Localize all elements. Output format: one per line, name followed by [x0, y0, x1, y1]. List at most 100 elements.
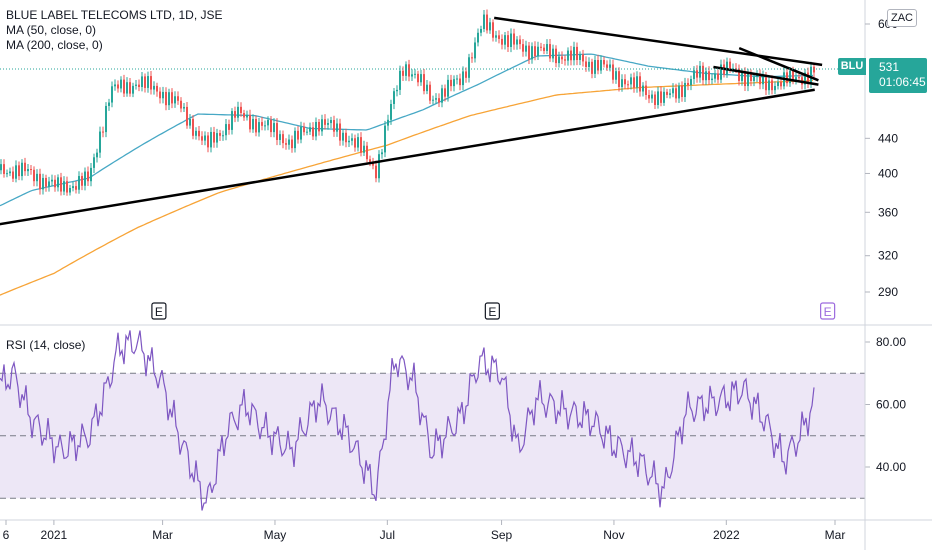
candle: [717, 69, 719, 84]
candle-body: [498, 35, 500, 39]
candle: [12, 166, 14, 183]
candle: [18, 161, 20, 181]
earnings-marker[interactable]: E: [820, 302, 836, 320]
candle-body: [174, 96, 176, 104]
candle: [435, 93, 437, 104]
candle-body: [339, 123, 341, 141]
candle: [363, 140, 365, 157]
candle: [618, 67, 620, 92]
candle-body: [720, 64, 722, 80]
candle: [75, 181, 77, 194]
candle-body: [771, 80, 773, 91]
candle-body: [714, 73, 716, 79]
candle-body: [576, 46, 578, 60]
candle: [381, 148, 383, 159]
candle-body: [45, 177, 47, 187]
candle: [54, 175, 56, 192]
candle: [651, 90, 653, 103]
candle-body: [384, 125, 386, 153]
candle-body: [372, 162, 374, 166]
candle-body: [180, 100, 182, 109]
candle-body: [198, 130, 200, 137]
candle: [15, 160, 17, 183]
candle-body: [348, 140, 350, 143]
candle: [396, 85, 398, 97]
time-tick-label: 6: [3, 528, 10, 542]
candle: [510, 28, 512, 53]
candle-body: [531, 46, 533, 60]
candle-body: [765, 75, 767, 91]
candle-body: [6, 173, 8, 175]
candle: [768, 76, 770, 95]
candle-body: [387, 119, 389, 126]
candle-body: [564, 59, 566, 61]
candle: [624, 74, 626, 90]
candle-body: [660, 91, 662, 103]
candle-body: [762, 75, 764, 85]
time-tick-label: Sep: [491, 528, 513, 542]
time-tick-label: Mar: [825, 528, 846, 542]
earnings-marker[interactable]: E: [151, 302, 167, 320]
candle: [108, 98, 110, 111]
candle: [450, 74, 452, 92]
candle-body: [228, 124, 230, 130]
candle: [306, 128, 308, 136]
candle: [543, 43, 545, 55]
candle-body: [711, 78, 713, 81]
candle: [39, 168, 41, 195]
candle: [813, 62, 815, 78]
candle: [657, 86, 659, 109]
candle: [378, 150, 380, 183]
candle-body: [297, 130, 299, 140]
candle-body: [432, 99, 434, 101]
candle-body: [33, 169, 35, 182]
candle: [687, 78, 689, 91]
candle: [774, 81, 776, 95]
rsi-legend[interactable]: RSI (14, close): [6, 338, 86, 352]
candle: [387, 114, 389, 131]
candle: [519, 35, 521, 50]
candle: [354, 134, 356, 152]
candle-body: [330, 120, 332, 124]
earnings-box: [820, 302, 836, 320]
candle-body: [333, 120, 335, 132]
candle-body: [642, 85, 644, 92]
candle-body: [237, 106, 239, 118]
candle-body: [294, 130, 296, 149]
candle: [786, 67, 788, 87]
currency-badge[interactable]: ZAC: [887, 9, 917, 27]
candle-body: [759, 74, 761, 85]
candle: [615, 67, 617, 84]
candle: [252, 114, 254, 133]
candle: [633, 72, 635, 93]
candle-body: [426, 84, 428, 92]
candle: [684, 77, 686, 102]
candle: [603, 56, 605, 68]
candle: [621, 74, 623, 92]
candle-body: [201, 136, 203, 141]
candle-body: [798, 77, 800, 79]
candle: [135, 80, 137, 90]
candle-body: [438, 98, 440, 103]
candle: [573, 41, 575, 66]
candle-body: [351, 138, 353, 141]
candle: [546, 39, 548, 55]
candle: [210, 127, 212, 153]
candle-body: [117, 84, 119, 89]
candle: [456, 74, 458, 85]
candle-body: [99, 131, 101, 153]
candle: [84, 167, 86, 191]
ma50-legend[interactable]: MA (50, close, 0): [6, 23, 97, 37]
candle: [228, 119, 230, 135]
candle-body: [402, 70, 404, 76]
price-tick-label: 440: [878, 131, 898, 145]
earnings-marker[interactable]: E: [484, 302, 500, 320]
candle: [558, 51, 560, 68]
candle: [93, 153, 95, 174]
candle-body: [300, 126, 302, 140]
candle-body: [84, 171, 86, 186]
candle: [675, 83, 677, 103]
ma200-legend[interactable]: MA (200, close, 0): [6, 38, 103, 52]
